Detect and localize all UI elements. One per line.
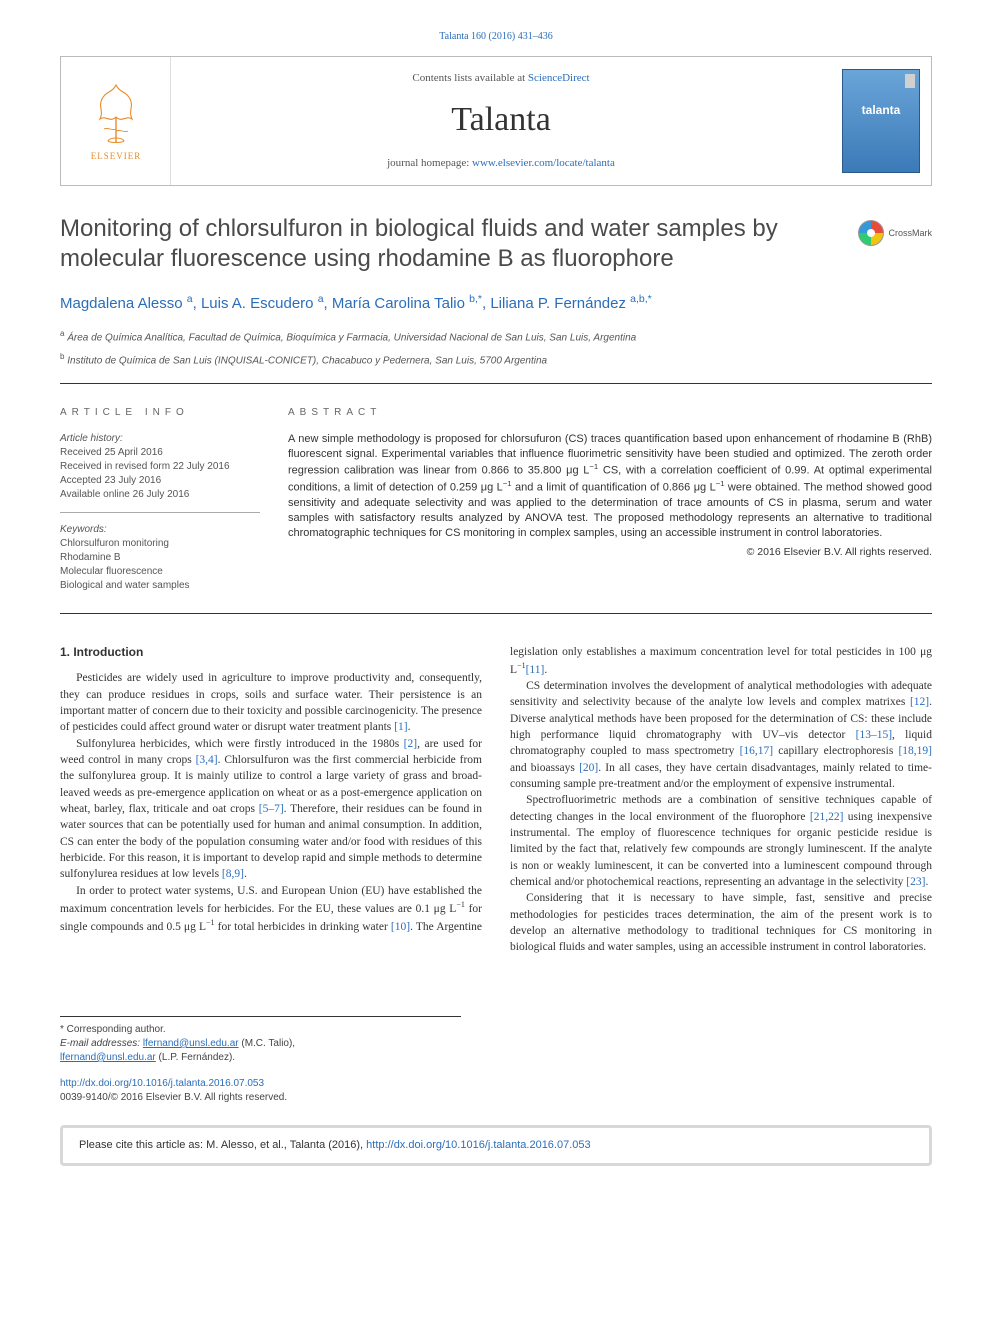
article-title: Monitoring of chlorsulfuron in biologica… (60, 214, 838, 274)
corresponding-note: * Corresponding author. (60, 1023, 461, 1037)
crossmark-label: CrossMark (888, 227, 932, 240)
history-label: Article history: (60, 432, 260, 446)
ref-link[interactable]: [1] (394, 721, 407, 733)
keywords-label: Keywords: (60, 523, 260, 537)
history-received: Received 25 April 2016 (60, 446, 260, 460)
page-root: Talanta 160 (2016) 431–436 ELSEVIER Cont… (0, 0, 992, 1176)
ref-link[interactable]: [2] (404, 738, 417, 750)
crossmark-badge[interactable]: CrossMark (858, 220, 932, 246)
journal-cover-thumbnail (842, 69, 920, 173)
sciencedirect-link[interactable]: ScienceDirect (528, 72, 590, 84)
body-columns: 1. Introduction Pesticides are widely us… (60, 644, 932, 956)
body-paragraph: Spectrofluorimetric methods are a combin… (510, 792, 932, 890)
info-abstract-row: ARTICLE INFO Article history: Received 2… (60, 406, 932, 614)
article-info-col: ARTICLE INFO Article history: Received 2… (60, 406, 260, 593)
cite-box: Please cite this article as: M. Alesso, … (60, 1125, 932, 1166)
cite-prefix: Please cite this article as: M. Alesso, … (79, 1139, 366, 1151)
body-paragraph: Considering that it is necessary to have… (510, 890, 932, 955)
keywords-block: Keywords: Chlorsulfuron monitoringRhodam… (60, 523, 260, 593)
publisher-logo-box: ELSEVIER (61, 57, 171, 185)
title-row: Monitoring of chlorsulfuron in biologica… (60, 214, 932, 292)
history-online: Available online 26 July 2016 (60, 488, 260, 502)
ref-link[interactable]: [12] (910, 696, 929, 708)
section-heading-1: 1. Introduction (60, 644, 482, 661)
ref-link[interactable]: [5–7] (259, 803, 284, 815)
email-line: E-mail addresses: lfernand@unsl.edu.ar (… (60, 1037, 461, 1065)
doi-block: http://dx.doi.org/10.1016/j.talanta.2016… (60, 1077, 932, 1105)
homepage-line: journal homepage: www.elsevier.com/locat… (387, 156, 615, 171)
ref-link[interactable]: [21,22] (810, 811, 844, 823)
article-history: Article history: Received 25 April 2016 … (60, 432, 260, 513)
ref-link[interactable]: [18,19] (898, 745, 932, 757)
body-paragraphs: Pesticides are widely used in agricultur… (60, 644, 932, 956)
homepage-link[interactable]: www.elsevier.com/locate/talanta (472, 157, 615, 169)
ref-link[interactable]: [13–15] (856, 729, 892, 741)
email-link[interactable]: lfernand@unsl.edu.ar (60, 1052, 156, 1063)
footnotes: * Corresponding author. E-mail addresses… (60, 1016, 461, 1065)
author-list: Magdalena Alesso a, Luis A. Escudero a, … (60, 292, 932, 314)
abstract-col: ABSTRACT A new simple methodology is pro… (288, 406, 932, 593)
ref-link[interactable]: [3,4] (196, 754, 218, 766)
email-label: E-mail addresses: (60, 1038, 140, 1049)
crossmark-icon (858, 220, 884, 246)
ref-link[interactable]: [23] (906, 876, 925, 888)
affiliations: a Área de Química Analítica, Facultad de… (60, 328, 932, 369)
ref-link[interactable]: [8,9] (222, 868, 244, 880)
abstract-copyright: © 2016 Elsevier B.V. All rights reserved… (288, 545, 932, 560)
ref-link[interactable]: [10] (391, 921, 410, 933)
contents-line: Contents lists available at ScienceDirec… (412, 71, 589, 86)
abstract-label: ABSTRACT (288, 406, 932, 420)
affiliation-line: a Área de Química Analítica, Facultad de… (60, 328, 932, 345)
history-revised: Received in revised form 22 July 2016 (60, 460, 260, 474)
contents-prefix: Contents lists available at (412, 72, 527, 84)
masthead: ELSEVIER Contents lists available at Sci… (60, 56, 932, 186)
body-paragraph: Sulfonylurea herbicides, which were firs… (60, 736, 482, 883)
ref-link[interactable]: [11] (526, 664, 545, 676)
keyword-item: Biological and water samples (60, 579, 260, 593)
journal-cover-box (831, 57, 931, 185)
article-info-label: ARTICLE INFO (60, 406, 260, 420)
running-head[interactable]: Talanta 160 (2016) 431–436 (60, 30, 932, 44)
doi-link[interactable]: http://dx.doi.org/10.1016/j.talanta.2016… (60, 1078, 264, 1089)
history-accepted: Accepted 23 July 2016 (60, 474, 260, 488)
affiliation-line: b Instituto de Química de San Luis (INQU… (60, 351, 932, 368)
keyword-item: Chlorsulfuron monitoring (60, 537, 260, 551)
keyword-item: Rhodamine B (60, 551, 260, 565)
journal-name: Talanta (451, 96, 551, 144)
abstract-text: A new simple methodology is proposed for… (288, 432, 932, 542)
masthead-center: Contents lists available at ScienceDirec… (171, 57, 831, 185)
email-link[interactable]: lfernand@unsl.edu.ar (143, 1038, 239, 1049)
ref-link[interactable]: [20] (579, 762, 598, 774)
cite-doi-link[interactable]: http://dx.doi.org/10.1016/j.talanta.2016… (366, 1139, 590, 1151)
rule-top (60, 383, 932, 384)
homepage-prefix: journal homepage: (387, 157, 472, 169)
issn-copyright: 0039-9140/© 2016 Elsevier B.V. All right… (60, 1091, 932, 1105)
keywords-list: Chlorsulfuron monitoringRhodamine BMolec… (60, 537, 260, 593)
body-paragraph: Pesticides are widely used in agricultur… (60, 670, 482, 735)
keyword-item: Molecular fluorescence (60, 565, 260, 579)
ref-link[interactable]: [16,17] (740, 745, 774, 757)
elsevier-tree-icon: ELSEVIER (80, 79, 152, 163)
body-paragraph: CS determination involves the developmen… (510, 678, 932, 792)
svg-text:ELSEVIER: ELSEVIER (90, 151, 141, 161)
